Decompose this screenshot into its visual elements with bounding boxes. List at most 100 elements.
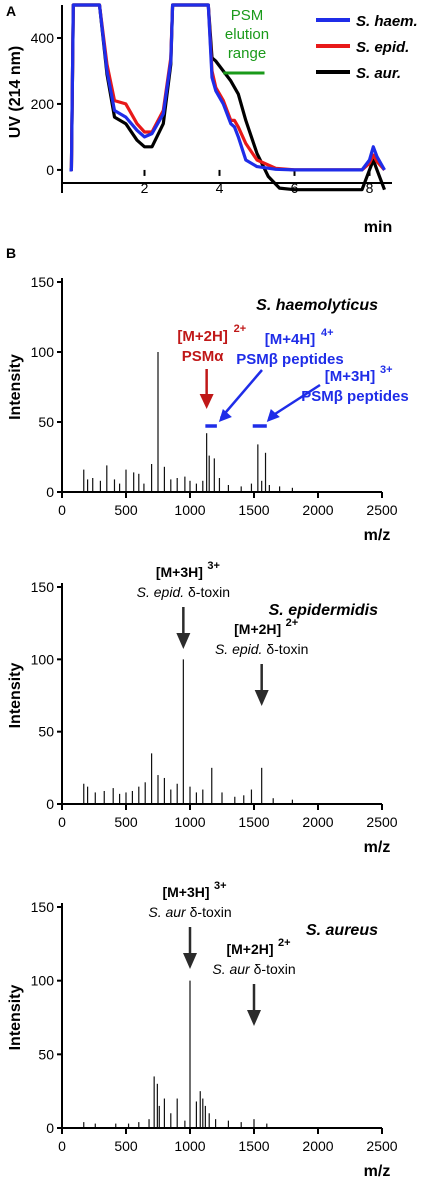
y-tick-label: 0 [46,1120,54,1136]
x-tick-label: 2500 [366,814,397,830]
annotation-arrow-shaft [219,369,263,419]
annotation-arrow-shaft [268,383,321,420]
x-tick-label: 0 [58,1138,66,1154]
annotation-ion-desc: PSMβ peptides [236,351,344,368]
psm-annotation-line2: elution [225,26,269,43]
y-tick-label: 100 [31,344,55,360]
annotation-arrow-head [176,633,191,649]
x-tick-label: 500 [114,502,138,518]
annotation-ion-label: [M+2H] [177,328,227,345]
y-tick-label: 400 [31,30,55,46]
legend-label-s-haem: S. haem. [356,13,418,30]
y-tick-label: 150 [31,579,55,595]
annotation-species: S. aur [148,904,187,920]
legend: S. haem. S. epid. S. aur. [316,13,418,82]
x-tick-label: 0 [58,814,66,830]
x-tick-label: 500 [114,1138,138,1154]
legend-label-s-aur: S. aur. [356,65,401,82]
annotation-arrow-head [266,409,280,422]
x-tick-label: 500 [114,814,138,830]
y-tick-label: 100 [31,973,55,989]
annotation-charge-sup: 3+ [207,560,220,572]
annotation-ion-desc: S. aur δ-toxin [148,904,231,920]
x-axis-label: m/z [364,1163,391,1178]
y-tick-label: 0 [46,162,54,178]
x-tick-label: 2000 [302,1138,333,1154]
x-tick-label: 1500 [238,502,269,518]
x-tick-label: 2 [141,180,149,196]
annotation-arrow-head [183,953,197,969]
annotation-charge-sup: 3+ [214,880,227,892]
x-tick-label: 2500 [366,1138,397,1154]
annotation-ion-label: [M+3H] [156,564,203,580]
annotation-ion-label: [M+3H] [162,884,209,900]
annotation-charge-sup: 2+ [278,937,291,949]
panel-label-b: B [6,245,16,261]
annotation-charge-sup: 2+ [234,323,247,335]
annotation-ion-desc: S. epid. δ-toxin [137,584,230,600]
annotation-arrow-head [247,1010,261,1026]
y-tick-label: 200 [31,96,55,112]
annotation-arrow-head [254,690,269,706]
x-tick-label: 1000 [174,502,205,518]
annotation-toxin: δ-toxin [184,584,230,600]
x-axis-label: min [364,219,392,236]
spectrum-title: S. aureus [306,922,378,939]
y-tick-label: 100 [31,651,55,667]
annotation-toxin: δ-toxin [262,641,308,657]
x-tick-label: 6 [291,180,299,196]
y-tick-label: 150 [31,274,55,290]
x-tick-label: 2000 [302,814,333,830]
psm-annotation-line1: PSM [231,7,264,24]
annotation-arrow-head [199,394,214,409]
chromatogram-chart: 0 200 400 2 4 6 8 UV (214 nm) min PSM elution… [7,3,418,236]
y-tick-label: 50 [38,414,54,430]
x-tick-label: 4 [216,180,224,196]
spectrum-title: S. haemolyticus [256,297,378,314]
series-line-shaem [69,3,386,172]
annotation-toxin: δ-toxin [250,961,296,977]
annotation-ion-label: [M+2H] [234,621,281,637]
y-tick-label: 150 [31,899,55,915]
x-axis-label: m/z [364,527,391,544]
x-tick-label: 1500 [238,814,269,830]
x-tick-label: 0 [58,502,66,518]
annotation-species: S. epid. [215,641,262,657]
annotation-ion-desc: S. epid. δ-toxin [215,641,308,657]
y-axis-label: Intensity [7,985,24,1051]
panel-label-a: A [6,3,16,19]
psm-annotation-line3: range [228,45,266,62]
legend-label-s-epid: S. epid. [356,39,409,56]
annotation-ion-label: [M+4H] [265,331,315,348]
x-tick-label: 8 [366,180,374,196]
annotation-ion-label: [M+2H] [226,941,273,957]
y-tick-label: 50 [38,724,54,740]
annotation-toxin: δ-toxin [186,904,232,920]
annotation-charge-sup: 4+ [321,327,334,339]
y-tick-label: 50 [38,1046,54,1062]
annotation-species: S. epid. [137,584,184,600]
x-tick-label: 1000 [174,814,205,830]
annotation-species: S. aur [212,961,251,977]
annotation-charge-sup: 2+ [286,617,299,629]
annotation-charge-sup: 3+ [380,364,393,376]
x-tick-label: 2500 [366,502,397,518]
annotation-ion-label: [M+3H] [325,368,375,385]
y-tick-label: 0 [46,796,54,812]
annotation-arrow-head [218,409,232,422]
x-tick-label: 2000 [302,502,333,518]
x-tick-label: 1000 [174,1138,205,1154]
annotation-ion-desc: PSMβ peptides [301,388,409,405]
y-tick-label: 0 [46,484,54,500]
annotation-ion-desc: S. aur δ-toxin [212,961,295,977]
spectrum-title: S. epidermidis [269,602,378,619]
x-tick-label: 1500 [238,1138,269,1154]
y-axis-label: Intensity [7,354,24,420]
annotation-ion-desc: PSMα [182,348,225,365]
y-axis-label: Intensity [7,663,24,729]
x-axis-label: m/z [364,839,391,856]
